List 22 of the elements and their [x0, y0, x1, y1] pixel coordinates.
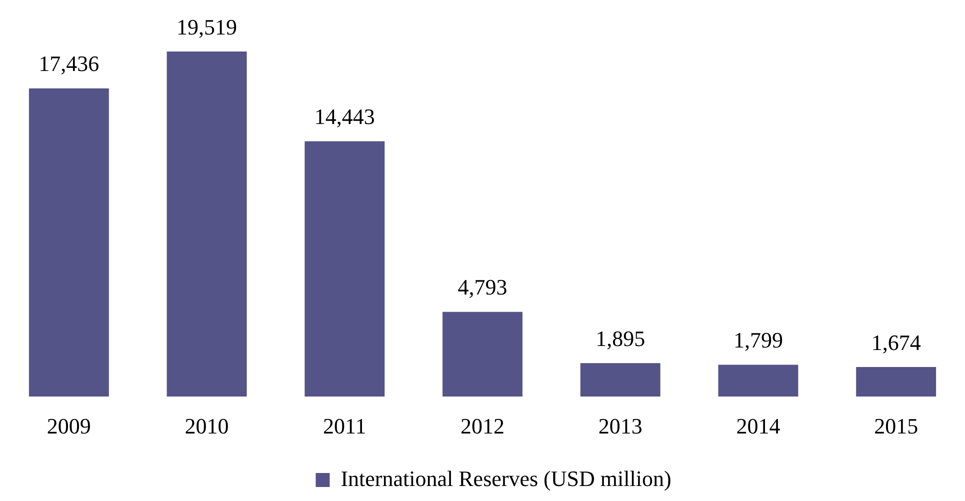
data-label: 19,519	[176, 14, 238, 40]
x-tick-label: 2013	[598, 414, 642, 439]
bar	[166, 52, 247, 397]
bar	[442, 312, 522, 397]
bar	[718, 364, 798, 397]
legend-label: International Reserves (USD million)	[340, 466, 672, 491]
x-tick-label: 2015	[874, 414, 918, 439]
x-tick-label: 2009	[46, 414, 91, 439]
bar	[28, 88, 109, 397]
data-label: 1,674	[871, 330, 921, 355]
x-tick-label: 2014	[736, 414, 780, 439]
data-label: 14,443	[314, 104, 375, 130]
x-tick-label: 2012	[460, 414, 504, 439]
bar	[304, 141, 385, 397]
x-tick-label: 2010	[184, 414, 229, 439]
bar	[580, 363, 660, 397]
bar	[856, 367, 936, 397]
data-label: 1,799	[733, 328, 783, 353]
data-label: 4,793	[458, 274, 508, 300]
x-tick-label: 2011	[323, 414, 366, 439]
data-label: 1,895	[596, 326, 646, 351]
data-label: 17,436	[38, 51, 100, 76]
